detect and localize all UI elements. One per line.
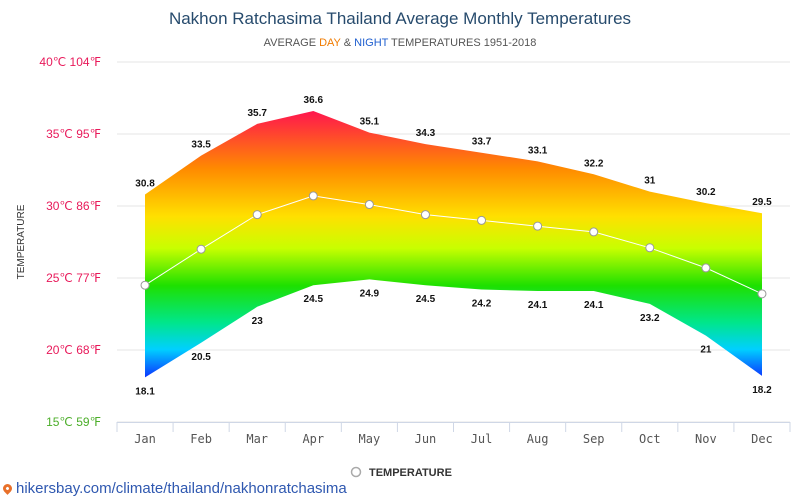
- day-temperature-label: 32.2: [584, 158, 604, 169]
- day-temperature-label: 31: [644, 176, 656, 187]
- x-axis: Jan Feb Mar Apr May Jun Jul Aug Sep Oct Nov Dec: [116, 422, 791, 446]
- temperature-line: [144, 195, 763, 295]
- night-temperature-label: 24.1: [584, 300, 604, 311]
- night-temperature-label: 24.9: [360, 288, 380, 299]
- temperature-points: [140, 191, 767, 299]
- day-temperature-label: 33.5: [191, 140, 211, 151]
- y-tick-label: 20℃ 68℉: [46, 343, 101, 357]
- location-pin-icon: [1, 482, 14, 495]
- day-temperature-label: 30.8: [135, 178, 155, 189]
- x-tick-label: Jan: [134, 432, 156, 446]
- night-temperature-label: 23.2: [640, 313, 660, 324]
- x-tick-label: Oct: [639, 432, 661, 446]
- night-temperature-label: 23: [252, 316, 264, 327]
- subtitle-prefix: AVERAGE: [264, 37, 319, 49]
- temperature-point: [308, 191, 318, 201]
- legend-marker-icon: [350, 466, 362, 478]
- temperature-point: [196, 244, 206, 254]
- night-temperature-label: 18.1: [135, 386, 155, 397]
- x-tick-label: Aug: [527, 432, 549, 446]
- x-tick-label: Jun: [415, 432, 437, 446]
- temperature-point: [645, 243, 655, 253]
- source-link[interactable]: hikersbay.com/climate/thailand/nakhonrat…: [1, 480, 347, 497]
- chart-subtitle: AVERAGE DAY & NIGHT TEMPERATURES 1951-20…: [264, 37, 537, 49]
- night-temperature-label: 24.5: [416, 294, 436, 305]
- subtitle-amp: &: [341, 37, 354, 49]
- x-tick-label: Jul: [471, 432, 493, 446]
- y-axis-label: TEMPERATURE: [16, 204, 27, 279]
- subtitle-suffix: TEMPERATURES 1951-2018: [388, 37, 536, 49]
- temperature-point: [252, 210, 262, 220]
- temperature-point: [757, 289, 767, 299]
- night-temperature-label: 21: [700, 345, 712, 356]
- legend-temperature[interactable]: TEMPERATURE: [350, 466, 452, 479]
- temperature-point: [477, 215, 487, 225]
- night-temperature-label: 24.5: [304, 294, 324, 305]
- y-tick-label: 40℃ 104℉: [39, 55, 101, 69]
- x-tick-label: Mar: [246, 432, 268, 446]
- y-tick-label: 35℃ 95℉: [46, 127, 101, 141]
- source-url: hikersbay.com/climate/thailand/nakhonrat…: [16, 480, 347, 497]
- x-tick-label: Sep: [583, 432, 605, 446]
- day-temperature-label: 36.6: [304, 95, 324, 106]
- night-temperature-label: 24.2: [472, 299, 492, 310]
- day-temperature-label: 35.1: [360, 117, 380, 128]
- day-temperature-label: 29.5: [752, 197, 772, 208]
- x-tick-label: Nov: [695, 432, 717, 446]
- subtitle-day: DAY: [319, 37, 341, 49]
- day-temperature-label: 33.1: [528, 145, 548, 156]
- night-labels: 18.1 20.5 23 24.5 24.9 24.5 24.2 24.1 24.1 23.2 21…: [135, 288, 772, 397]
- temperature-point: [589, 227, 599, 237]
- night-temperature-label: 24.1: [528, 300, 548, 311]
- day-temperature-label: 30.2: [696, 187, 716, 198]
- day-labels: 30.8 33.5 35.7 36.6 35.1 34.3 33.7 33.1 32.2 31 30…: [135, 95, 772, 208]
- y-tick-label: 30℃ 86℉: [46, 199, 101, 213]
- y-tick-label: 15℃ 59℉: [46, 415, 101, 429]
- temperature-point: [420, 210, 430, 220]
- day-temperature-label: 34.3: [416, 128, 436, 139]
- temperature-point: [364, 200, 374, 210]
- night-temperature-label: 18.2: [752, 385, 772, 396]
- x-tick-label: May: [359, 432, 381, 446]
- day-night-temperature-band: [145, 111, 762, 378]
- legend-label: TEMPERATURE: [369, 467, 452, 479]
- temperature-point: [701, 263, 711, 273]
- y-tick-label: 25℃ 77℉: [46, 271, 101, 285]
- temperature-point: [533, 221, 543, 231]
- day-temperature-label: 35.7: [247, 108, 267, 119]
- temperature-point: [140, 280, 150, 290]
- chart-title: Nakhon Ratchasima Thailand Average Month…: [169, 9, 631, 28]
- night-temperature-label: 20.5: [191, 352, 211, 363]
- day-temperature-label: 33.7: [472, 137, 492, 148]
- subtitle-night: NIGHT: [354, 37, 389, 49]
- x-tick-label: Dec: [751, 432, 773, 446]
- x-tick-label: Feb: [190, 432, 212, 446]
- y-axis-ticks: 40℃ 104℉ 35℃ 95℉ 30℃ 86℉ 25℃ 77℉ 20℃ 68℉ 15℃ …: [39, 55, 101, 429]
- x-tick-label: Apr: [302, 432, 324, 446]
